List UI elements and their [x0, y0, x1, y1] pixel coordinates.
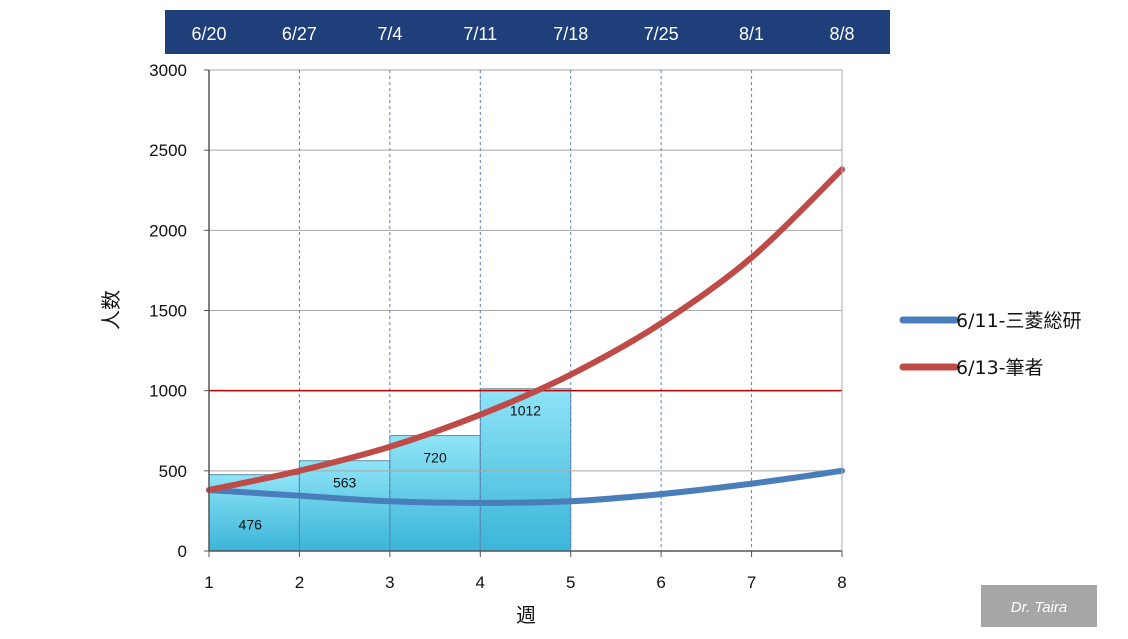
y-tick-label: 2000	[149, 221, 187, 240]
x-tick-label: 4	[476, 573, 485, 592]
bar-value-label: 1012	[510, 403, 541, 419]
credit-text: Dr. Taira	[1011, 599, 1067, 616]
date-labels: 6/20 6/27 7/4 7/11 7/18 7/25 8/1 8/8	[191, 24, 854, 44]
y-tick-label: 3000	[149, 61, 187, 80]
series-line	[206, 467, 845, 506]
legend: 6/11-三菱総研 6/13-筆者	[899, 310, 1082, 379]
axes	[204, 69, 843, 557]
date-band	[165, 10, 890, 54]
x-tick-label: 8	[837, 573, 846, 592]
y-tick-label: 0	[178, 542, 187, 561]
bar-value-label: 563	[333, 475, 357, 491]
bar-value-label: 476	[239, 517, 263, 533]
x-tick-label: 2	[295, 573, 304, 592]
date-label: 6/27	[282, 24, 317, 44]
date-label: 7/11	[463, 24, 497, 44]
legend-label: 6/13-筆者	[956, 357, 1044, 379]
bar-labels: 476 563 720 1012	[239, 403, 542, 533]
date-label: 8/1	[739, 24, 764, 44]
x-tick-label: 1	[204, 573, 213, 592]
credit-box	[981, 585, 1097, 627]
date-label: 7/25	[644, 24, 679, 44]
y-tick-labels: 0 500 1000 1500 2000 2500 3000	[149, 61, 187, 561]
y-tick-label: 2500	[149, 141, 187, 160]
series-lines	[206, 166, 845, 506]
y-tick-label: 500	[159, 462, 187, 481]
date-label: 6/20	[191, 24, 226, 44]
y-axis-title: 人数	[99, 290, 123, 330]
x-axis-title: 週	[516, 603, 536, 627]
legend-label: 6/11-三菱総研	[956, 310, 1082, 332]
x-tick-labels: 1 2 3 4 5 6 7 8	[204, 573, 846, 592]
bar-value-label: 720	[423, 450, 447, 466]
date-label: 7/4	[377, 24, 402, 44]
y-tick-label: 1500	[149, 302, 187, 321]
series-line	[206, 166, 845, 494]
x-tick-label: 7	[747, 573, 756, 592]
y-tick-label: 1000	[149, 382, 187, 401]
date-label: 7/18	[553, 24, 588, 44]
x-tick-label: 3	[385, 573, 394, 592]
date-label: 8/8	[829, 24, 854, 44]
x-tick-label: 5	[566, 573, 575, 592]
x-tick-label: 6	[656, 573, 665, 592]
